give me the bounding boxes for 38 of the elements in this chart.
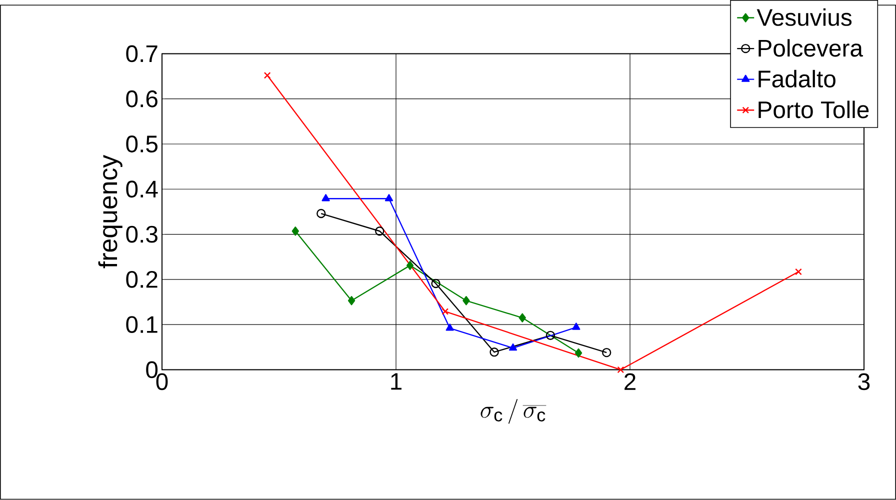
point (442, 308, 449, 316)
legend-label: Polcevera (758, 39, 864, 57)
y-tick-label: 0.6 (126, 90, 158, 108)
point (264, 72, 271, 79)
x-tick-label: 3 (858, 373, 870, 390)
point (406, 260, 414, 270)
point (462, 296, 470, 306)
point (572, 322, 580, 330)
point (546, 330, 556, 340)
y-tick-label: 0.5 (126, 136, 158, 153)
point (617, 366, 624, 374)
point (431, 279, 440, 288)
point (292, 226, 299, 236)
point (384, 194, 394, 202)
y-tick-label: 0.4 (126, 180, 158, 198)
y-tick-label: 0.2 (126, 271, 158, 288)
legend-label: Vesuvius (756, 8, 852, 26)
x-tick-label: 1 (391, 373, 402, 390)
y-axis-title: frequency (98, 155, 122, 268)
y-tick-label: 0.1 (126, 316, 158, 334)
point (316, 209, 326, 218)
point (602, 348, 612, 358)
point (348, 296, 356, 306)
y-tick-label: 0 (146, 361, 158, 378)
y-tick-label: 0.7 (126, 45, 158, 62)
y-tick-label: 0.3 (126, 226, 158, 243)
point (508, 344, 518, 351)
point (574, 348, 582, 358)
legend-label: Fadalto (758, 70, 836, 88)
x-tick-label: 2 (624, 373, 636, 390)
point (322, 194, 330, 202)
point (795, 268, 802, 276)
point (446, 324, 454, 331)
point (490, 348, 499, 357)
legend-label: Porto Tolle (758, 100, 869, 118)
x-axis-title: $\sigma_{\mathrm{c}}\, / \,\overline{\sigma_{\mathrm{c}}}$ (480, 399, 546, 424)
point (375, 226, 384, 236)
point (518, 313, 526, 323)
